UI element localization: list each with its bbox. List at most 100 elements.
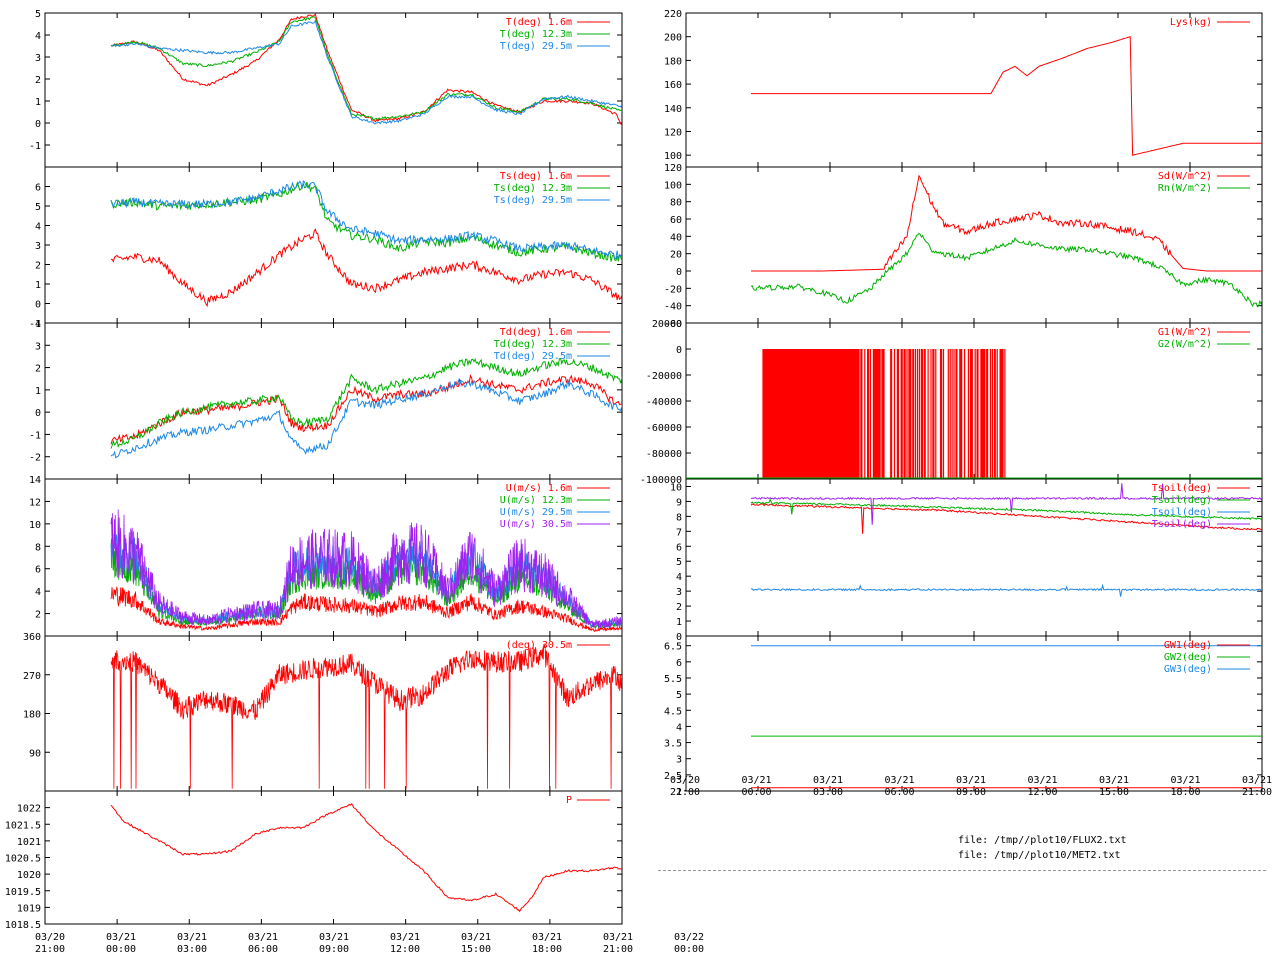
panel-frame-pressure [44,790,623,925]
y-tick-label: 7 [676,527,682,538]
y-tick-label: 90 [29,748,41,759]
series-line-green [110,358,622,449]
y-tick-label: 100 [664,180,682,191]
legend-label: (deg) 30.5m [506,640,572,651]
x-tick-label-date: 03/21 [1242,775,1272,786]
series-line-purple [750,483,1262,525]
series-wind-speed-2 [110,524,622,629]
file-list: file: /tmp//plot10/FLUX2.txt file: /tmp/… [958,833,1127,863]
legend-label: U(m/s) 1.6m [506,483,572,494]
y-tick-label: -20 [664,284,682,295]
series-surface-temperature-1 [110,180,622,262]
legend-label: G1(W/m^2) [1158,327,1212,338]
series-pressure-0 [110,803,622,913]
x-tick-label-date: 03/21 [1099,775,1129,786]
series-line-blue [110,524,622,629]
y-tick-label: 4 [676,572,682,583]
file-path-met: file: /tmp//plot10/MET2.txt [958,850,1121,861]
series-air-temperature-2 [110,19,622,125]
series-line-purple [110,509,622,629]
y-tick-label: 8 [676,512,682,523]
x-tick-label-time: 06:00 [248,944,278,955]
y-tick-label: 1021.5 [5,820,41,831]
y-tick-label: 4 [35,319,41,330]
y-tick-label: 4.5 [664,706,682,717]
y-tick-label: -40 [664,302,682,313]
x-tick-label-time: 12:00 [390,944,420,955]
x-tick-label-time: 00:00 [674,944,704,955]
series-surface-temperature-2 [110,180,622,260]
x-tick-label-date: 03/21 [390,932,420,943]
legend-label: Ts(deg) 1.6m [500,171,572,182]
series-wind-direction-0 [110,644,622,789]
x-tick-label-time: 09:00 [319,944,349,955]
legend-label: Lys(kg) [1170,17,1212,28]
legend-label: Td(deg) 29.5m [494,351,572,362]
y-tick-label: 120 [664,127,682,138]
x-tick-label-date: 03/20 [35,932,65,943]
file-path-flux: file: /tmp//plot10/FLUX2.txt [958,835,1127,846]
legend-label: T(deg) 12.3m [500,29,572,40]
legend-label: Sd(W/m^2) [1158,171,1212,182]
y-tick-label: 20000 [652,319,682,330]
y-tick-label: 5 [676,557,682,568]
x-tick-label-time: 00:00 [741,787,771,798]
y-tick-label: 60 [670,215,682,226]
y-tick-label: 200 [664,33,682,44]
y-tick-label: -60 [664,319,682,330]
x-tick-label-date: 03/21 [177,932,207,943]
y-tick-label: 3 [35,341,41,352]
x-tick-label-date: 03/21 [884,775,914,786]
legend-label: U(m/s) 30.5m [500,519,572,530]
x-tick-label-time: 15:00 [461,944,491,955]
y-tick-label: 3 [676,755,682,766]
x-tick-label-time: 18:00 [532,944,562,955]
legend-label: Tsoil(deg) [1152,483,1212,494]
y-tick-label: 1 [35,386,41,397]
y-tick-label: -1 [29,430,41,441]
legend-label: Rn(W/m^2) [1158,183,1212,194]
y-tick-label: 80 [670,198,682,209]
y-tick-label: 10 [670,482,682,493]
y-tick-label: 180 [23,710,41,721]
y-tick-label: 3 [35,53,41,64]
y-tick-label: 160 [664,80,682,91]
series-soil-temperature-0 [750,503,1262,534]
series-line-green [750,498,1262,521]
series-line-green [110,180,622,262]
y-tick-label: 3.5 [664,739,682,750]
y-tick-label: 12 [29,497,41,508]
y-tick-label: 4 [35,222,41,233]
y-tick-label: 10 [29,520,41,531]
y-tick-label: 5 [35,9,41,20]
y-tick-label: 1020.5 [5,854,41,865]
series-line-green [750,232,1262,308]
y-tick-label: 6 [676,658,682,669]
x-tick-label-time: 21:00 [35,944,65,955]
y-tick-label: 20 [670,250,682,261]
series-radiation-0 [751,174,1262,272]
series-soil-temperature-1 [750,498,1262,521]
x-tick-label-date: 03/21 [603,932,633,943]
legend-label: Tsoil(deg) [1152,507,1212,518]
series-wind-speed-3 [110,509,622,629]
y-tick-label: 5 [676,690,682,701]
y-tick-label: 1 [676,617,682,628]
y-tick-label: 5 [35,202,41,213]
y-tick-label: -1 [29,319,41,330]
y-tick-label: 1 [35,97,41,108]
y-tick-label: 0 [35,408,41,419]
series-soil-temperature-3 [750,483,1262,525]
y-tick-label: 6.5 [664,642,682,653]
y-tick-label: 120 [664,163,682,174]
y-tick-label: 6 [35,565,41,576]
y-tick-label: 140 [664,104,682,115]
y-tick-label: 2 [35,261,41,272]
legend-label: GW3(deg) [1164,664,1212,675]
series-line-red [110,228,622,308]
series-surface-temperature-0 [110,228,622,308]
legend-label: T(deg) 1.6m [506,17,572,28]
y-tick-label: 2 [35,364,41,375]
y-tick-label: -2 [29,453,41,464]
